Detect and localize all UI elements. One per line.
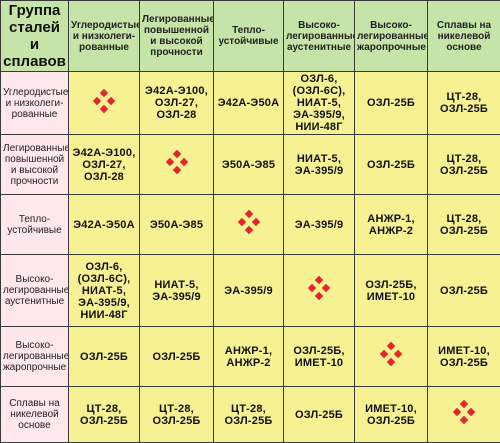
diamond-icon — [93, 90, 115, 112]
self-match-cell — [214, 195, 284, 255]
table-cell: Э50А-Э85 — [140, 195, 214, 255]
table-cell: ЦТ-28, ОЗЛ-25Б — [428, 135, 500, 195]
corner-label: Группа сталей и сплавов — [1, 1, 69, 72]
table-row: Высоко-легированные жаропрочные ОЗЛ-25Б … — [1, 327, 500, 387]
table-cell: ОЗЛ-25Б, ИМЕТ-10 — [355, 255, 428, 327]
table-cell: Э42А-Э50А — [214, 72, 284, 135]
table-cell: ОЗЛ-6, (ОЗЛ-6С), НИАТ-5, ЭА-395/9, НИИ-4… — [284, 72, 355, 135]
table-cell: ОЗЛ-25Б — [355, 72, 428, 135]
table-cell: ИМЕТ-10, ОЗЛ-25Б — [428, 327, 500, 387]
diamond-icon — [166, 151, 188, 173]
self-match-cell — [428, 387, 500, 443]
row-header: Сплавы на никелевой основе — [1, 387, 69, 443]
table-cell: ЭА-395/9 — [284, 195, 355, 255]
table-cell: ОЗЛ-6, (ОЗЛ-6С), НИАТ-5, ЭА-395/9, НИИ-4… — [69, 255, 140, 327]
self-match-cell — [284, 255, 355, 327]
table-cell: ИМЕТ-10, ОЗЛ-25Б — [355, 387, 428, 443]
table-cell: АНЖР-1, АНЖР-2 — [355, 195, 428, 255]
table-row: Сплавы на никелевой основе ЦТ-28, ОЗЛ-25… — [1, 387, 500, 443]
table-cell: ЭА-395/9 — [214, 255, 284, 327]
row-header: Углеродистые и низколеги-рованные — [1, 72, 69, 135]
row-header: Тепло-устойчивые — [1, 195, 69, 255]
row-header: Высоко-легированные жаропрочные — [1, 327, 69, 387]
column-header: Высоко-легированные жаропрочные — [355, 1, 428, 72]
table-row: Высоко-легированные аустенитные ОЗЛ-6, (… — [1, 255, 500, 327]
table-cell: ОЗЛ-25Б — [284, 387, 355, 443]
diamond-icon — [453, 401, 475, 423]
table-cell: НИАТ-5, ЭА-395/9 — [284, 135, 355, 195]
column-header: Сплавы на никелевой основе — [428, 1, 500, 72]
table-row: Углеродистые и низколеги-рованные Э42А-Э… — [1, 72, 500, 135]
self-match-cell — [140, 135, 214, 195]
table-cell: ОЗЛ-25Б — [69, 327, 140, 387]
row-header: Высоко-легированные аустенитные — [1, 255, 69, 327]
table-cell: Э50А-Э85 — [214, 135, 284, 195]
table-cell: ОЗЛ-25Б — [355, 135, 428, 195]
header-row: Группа сталей и сплавов Углеродистые и н… — [1, 1, 500, 72]
table-row: Тепло-устойчивые Э42А-Э50А Э50А-Э85 ЭА-3… — [1, 195, 500, 255]
row-header: Легированные повышенной и высокой прочно… — [1, 135, 69, 195]
table-cell: НИАТ-5, ЭА-395/9 — [140, 255, 214, 327]
column-header: Высоко-легированные аустенитные — [284, 1, 355, 72]
table-cell: Э42А-Э100, ОЗЛ-27, ОЗЛ-28 — [140, 72, 214, 135]
diamond-icon — [380, 343, 402, 365]
table-cell: ОЗЛ-25Б — [428, 255, 500, 327]
diamond-icon — [308, 277, 330, 299]
table-cell: Э42А-Э50А — [69, 195, 140, 255]
table-cell: АНЖР-1, АНЖР-2 — [214, 327, 284, 387]
table-cell: ОЗЛ-25Б — [140, 327, 214, 387]
table-cell: Э42А-Э100, ОЗЛ-27, ОЗЛ-28 — [69, 135, 140, 195]
column-header: Легированные повышенной и высокой прочно… — [140, 1, 214, 72]
column-header: Углеродистые и низколеги-рованные — [69, 1, 140, 72]
table-row: Легированные повышенной и высокой прочно… — [1, 135, 500, 195]
column-header: Тепло-устойчивые — [214, 1, 284, 72]
table-cell: ЦТ-28, ОЗЛ-25Б — [428, 72, 500, 135]
table-cell: ЦТ-28, ОЗЛ-25Б — [428, 195, 500, 255]
self-match-cell — [69, 72, 140, 135]
self-match-cell — [355, 327, 428, 387]
diamond-icon — [238, 211, 260, 233]
table-cell: ЦТ-28, ОЗЛ-25Б — [140, 387, 214, 443]
table-cell: ЦТ-28, ОЗЛ-25Б — [214, 387, 284, 443]
table-cell: ЦТ-28, ОЗЛ-25Б — [69, 387, 140, 443]
table-cell: ОЗЛ-25Б, ИМЕТ-10 — [284, 327, 355, 387]
